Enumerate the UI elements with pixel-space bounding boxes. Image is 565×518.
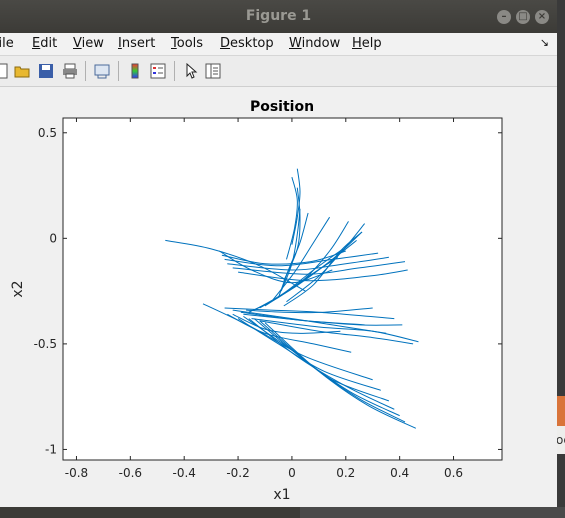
trajectory-line-30 xyxy=(280,208,301,292)
y-axis-ticks: -1 -0.5 0 0.5 xyxy=(34,126,502,456)
trajectory-line-31 xyxy=(283,187,301,281)
figure-canvas-area: Position -0.8 -0.6 -0.4 -0.2 0 0.2 0.4 0.6 -1 -0… xyxy=(0,87,557,507)
trajectory-line-11 xyxy=(259,320,414,345)
window-title: Figure 1 xyxy=(245,8,312,24)
link-plot-icon[interactable] xyxy=(94,63,110,79)
x-axis-label: x1 xyxy=(273,487,290,503)
trajectory-line-3 xyxy=(224,252,379,267)
trajectory-line-6 xyxy=(238,269,408,282)
plot-title: Position xyxy=(250,99,314,115)
maximize-button[interactable]: □ xyxy=(516,10,530,24)
title-bar[interactable]: Figure 1 – □ × xyxy=(0,0,557,33)
trajectory-line-18 xyxy=(259,320,406,423)
menu-desktop[interactable]: Desktop xyxy=(220,36,274,51)
menu-insert[interactable]: Insert xyxy=(118,36,156,51)
trajectory-line-1 xyxy=(218,250,333,284)
trajectory-line-2 xyxy=(221,250,346,265)
desktop-background-strip xyxy=(557,0,565,518)
close-button[interactable]: × xyxy=(535,10,549,24)
trajectory-line-14 xyxy=(237,318,381,391)
maximize-icon: □ xyxy=(518,11,528,22)
toolbar-separator xyxy=(85,61,86,81)
y-tick-label: -0.5 xyxy=(34,337,57,351)
x-tick-label: 0.4 xyxy=(390,466,409,480)
toolbar-separator xyxy=(118,61,119,81)
menu-view[interactable]: View xyxy=(73,36,104,51)
x-tick-label: -0.6 xyxy=(119,466,142,480)
print-icon[interactable] xyxy=(62,63,78,79)
trajectory-line-7 xyxy=(224,307,395,320)
x-tick-label: -0.2 xyxy=(226,466,249,480)
x-tick-label: 0 xyxy=(288,466,296,480)
trajectory-line-33 xyxy=(291,168,301,245)
close-icon: × xyxy=(537,11,547,22)
minimize-icon: – xyxy=(501,11,507,22)
edit-plot-arrow-icon[interactable] xyxy=(183,63,199,79)
y-tick-label: 0.5 xyxy=(38,126,57,140)
x-tick-label: -0.4 xyxy=(172,466,195,480)
property-inspector-icon[interactable] xyxy=(205,63,221,79)
position-plot[interactable]: Position -0.8 -0.6 -0.4 -0.2 0 0.2 0.4 0.6 -1 -0… xyxy=(0,87,557,507)
insert-legend-icon[interactable] xyxy=(150,63,166,79)
trajectory-line-22 xyxy=(246,307,373,314)
trajectory-line-35 xyxy=(286,223,365,303)
x-axis-ticks: -0.8 -0.6 -0.4 -0.2 0 0.2 0.4 0.6 xyxy=(65,118,463,480)
trajectory-line-20 xyxy=(232,313,341,334)
new-figure-icon[interactable] xyxy=(0,63,10,79)
trajectory-line-19 xyxy=(264,322,417,429)
menu-file[interactable]: File xyxy=(0,36,14,51)
trajectory-lines xyxy=(165,168,419,429)
figure-toolbar xyxy=(0,55,557,87)
toolbar-separator xyxy=(174,61,175,81)
open-file-icon[interactable] xyxy=(14,63,30,79)
menu-tools[interactable]: Tools xyxy=(171,36,204,51)
x-tick-label: 0.2 xyxy=(336,466,355,480)
trajectory-line-10 xyxy=(251,318,419,343)
y-tick-label: 0 xyxy=(49,231,57,245)
desktop-partial-label: oc xyxy=(556,426,565,454)
x-tick-label: -0.8 xyxy=(65,466,88,480)
menu-window[interactable]: Window xyxy=(289,36,341,51)
y-axis-label: x2 xyxy=(10,280,26,297)
desktop-orange-widget xyxy=(556,396,565,426)
x-tick-label: 0.6 xyxy=(444,466,463,480)
menu-edit[interactable]: Edit xyxy=(32,36,58,51)
trajectory-line-5 xyxy=(232,261,406,275)
trajectory-line-32 xyxy=(286,176,298,260)
menu-help[interactable]: Help xyxy=(352,36,382,51)
menu-overflow-arrow-icon[interactable]: ↘ xyxy=(539,36,549,49)
save-icon[interactable] xyxy=(38,63,54,79)
insert-colorbar-icon[interactable] xyxy=(127,63,143,79)
y-tick-label: -1 xyxy=(45,442,57,456)
menu-bar: File Edit View Insert Tools Desktop Wind… xyxy=(0,33,557,55)
figure-window: Figure 1 – □ × File Edit View Insert Too… xyxy=(0,0,557,507)
desktop-bottom-bar xyxy=(300,507,565,518)
trajectory-line-21 xyxy=(240,311,365,326)
trajectory-line-27 xyxy=(270,221,349,303)
minimize-button[interactable]: – xyxy=(497,10,511,24)
